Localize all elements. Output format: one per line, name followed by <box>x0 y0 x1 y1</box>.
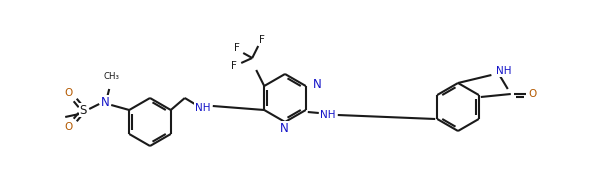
Text: O: O <box>529 89 537 99</box>
Text: N: N <box>101 95 110 108</box>
Text: O: O <box>64 122 72 132</box>
Text: F: F <box>259 35 265 45</box>
Text: O: O <box>64 88 72 98</box>
Text: N: N <box>279 121 288 134</box>
Text: NH: NH <box>320 110 336 120</box>
Text: N: N <box>313 78 322 91</box>
Text: NH: NH <box>496 66 512 76</box>
Text: S: S <box>79 103 87 116</box>
Text: CH₃: CH₃ <box>103 71 119 81</box>
Text: NH: NH <box>195 103 211 113</box>
Text: F: F <box>234 43 240 53</box>
Text: F: F <box>231 61 237 71</box>
